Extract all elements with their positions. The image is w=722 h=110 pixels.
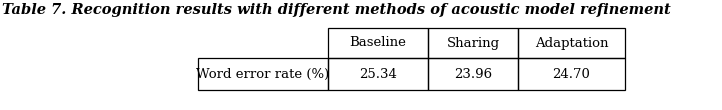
Text: 25.34: 25.34 — [359, 68, 397, 81]
Bar — [328, 28, 428, 58]
Bar — [198, 58, 328, 90]
Text: 24.70: 24.70 — [552, 68, 591, 81]
Text: Sharing: Sharing — [446, 37, 500, 50]
Text: Table 7. Recognition results with different methods of acoustic model refinement: Table 7. Recognition results with differ… — [2, 3, 671, 17]
Text: Adaptation: Adaptation — [535, 37, 608, 50]
Text: Word error rate (%): Word error rate (%) — [196, 68, 330, 81]
Bar — [328, 58, 428, 90]
Text: 23.96: 23.96 — [454, 68, 492, 81]
Bar — [518, 28, 625, 58]
Bar — [428, 28, 518, 58]
Bar — [428, 58, 518, 90]
Text: Baseline: Baseline — [349, 37, 406, 50]
Bar — [518, 58, 625, 90]
